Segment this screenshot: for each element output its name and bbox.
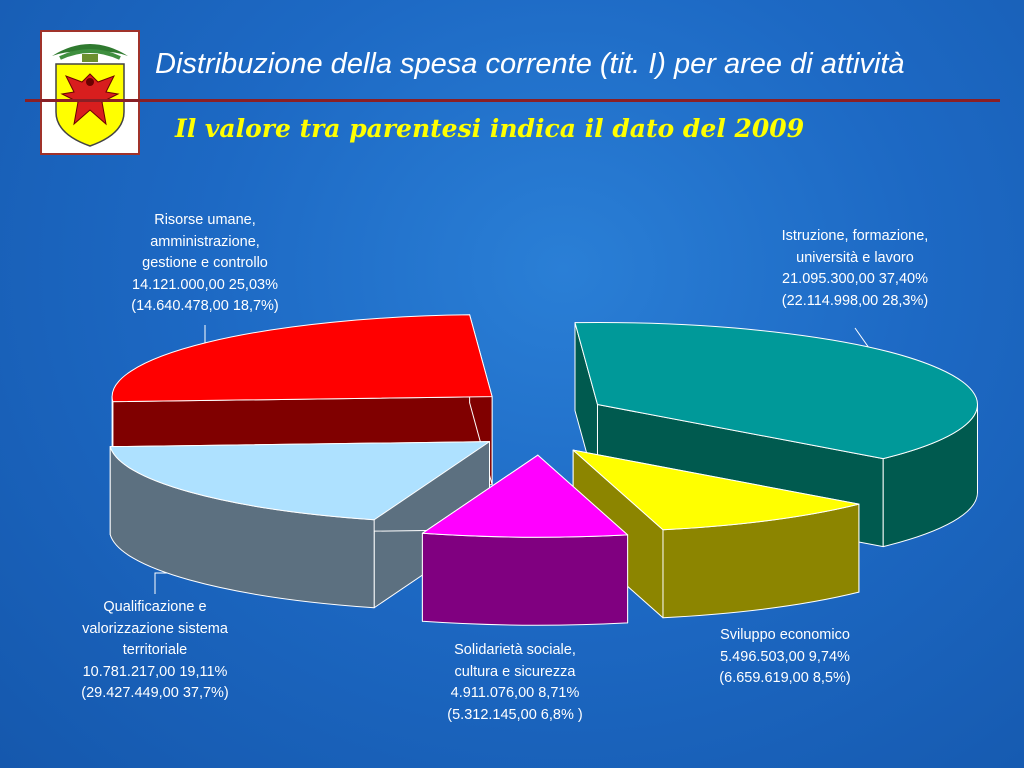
pie-slice-sviluppo — [572, 449, 860, 619]
slice-prev-value: (6.659.619,00 8,5%) — [719, 670, 851, 686]
slice-name-line: Istruzione, formazione, — [781, 228, 929, 244]
slice-prev-value: (29.427.449,00 37,7%) — [81, 685, 229, 701]
page-subtitle: Il valore tra parentesi indica il dato d… — [175, 114, 805, 143]
slice-name-line: valorizzazione sistema — [82, 620, 228, 637]
slice-name-line: Sviluppo economico — [720, 627, 850, 643]
slice-name-line: Solidarietà sociale, — [454, 642, 576, 658]
slice-label-solidarieta: Solidarietà sociale, cultura e sicurezza 4… — [410, 640, 620, 726]
eagle-coat-of-arms-icon — [52, 44, 128, 147]
slice-prev-value: (22.114.998,00 28,3%) — [781, 292, 929, 309]
pie-slices — [109, 314, 978, 626]
slice-value: 10.781.217,00 19,11% — [82, 663, 228, 680]
slice-name-line: università e lavoro — [796, 249, 914, 266]
slice-prev-value: (14.640.478,00 18,7%) — [131, 298, 279, 314]
slice-value: 4.911.076,00 8,71% — [450, 685, 580, 701]
slice-name-line: Qualificazione e — [103, 599, 207, 615]
slice-label-istruzione: Istruzione, formazione, università e lavo… — [740, 226, 970, 312]
coat-of-arms-logo — [40, 30, 140, 155]
title-divider — [25, 99, 1000, 102]
slice-value: 14.121.000,00 25,03% — [132, 276, 278, 293]
slice-top-solidarieta — [421, 454, 629, 538]
slice-top-sviluppo — [572, 449, 860, 531]
slice-label-sviluppo: Sviluppo economico 5.496.503,00 9,74% (6.6… — [680, 625, 890, 690]
slice-wall-solidarieta — [421, 532, 629, 626]
pie-slice-qualificazione — [109, 441, 491, 609]
slice-prev-value: (5.312.145,00 6,8% ) — [447, 706, 583, 723]
slice-label-risorse: Risorse umane, amministrazione, gestione e… — [95, 210, 315, 318]
slice-top-qualificazione — [109, 441, 491, 521]
slice-name-line: territoriale — [122, 642, 188, 658]
slice-name-line: cultura e sicurezza — [454, 663, 576, 680]
slice-top-istruzione — [574, 322, 978, 460]
page-title: Distribuzione della spesa corrente (tit.… — [155, 48, 905, 80]
slice-value: 21.095.300,00 37,40% — [782, 271, 928, 287]
slice-name-line: amministrazione, — [150, 233, 260, 250]
slice-name-line: Risorse umane, — [154, 212, 256, 228]
slice-value: 5.496.503,00 9,74% — [720, 648, 850, 665]
pie-slice-solidarieta — [421, 454, 629, 626]
slice-top-risorse — [111, 314, 493, 403]
slice-name-line: gestione e controllo — [142, 255, 268, 271]
slice-label-qualificazione: Qualificazione e valorizzazione sistema te… — [40, 597, 270, 705]
